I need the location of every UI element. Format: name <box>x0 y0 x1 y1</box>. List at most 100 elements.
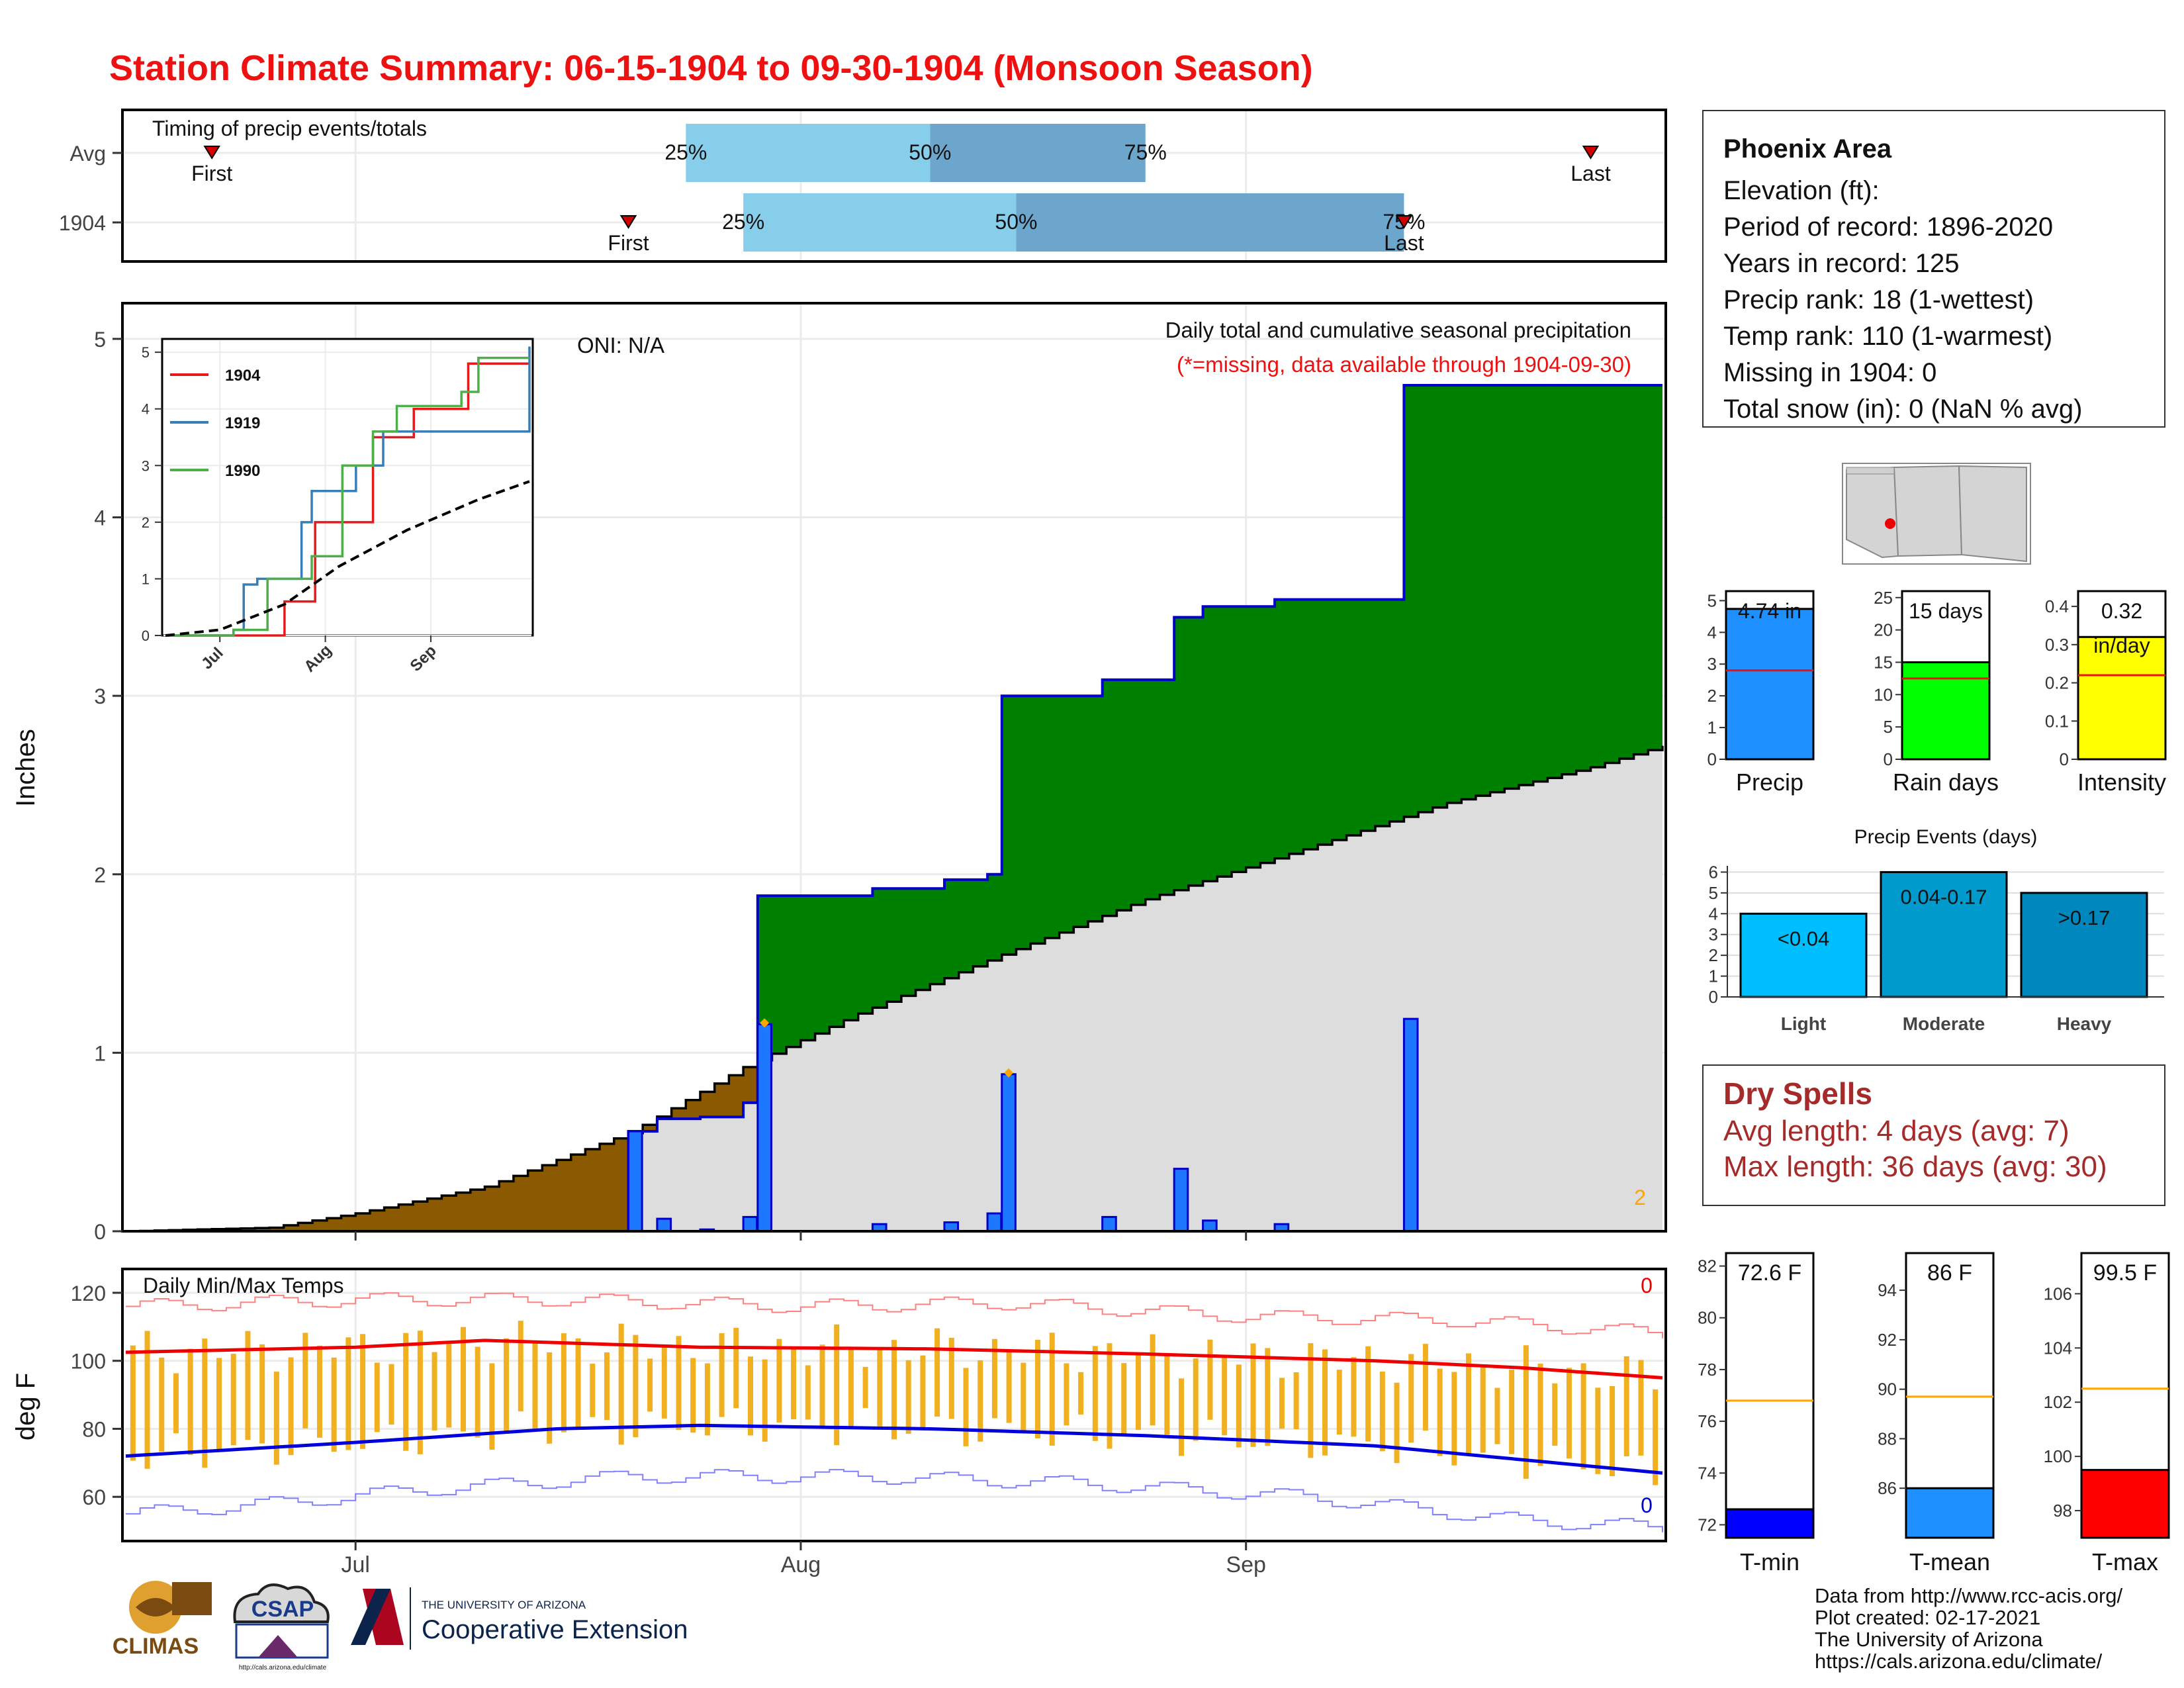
precip-daily-bar-4 <box>756 1023 772 1233</box>
summary-ytick-label-t-min-80: 80 <box>1698 1308 1717 1328</box>
events-ytick-label-3: 3 <box>1709 925 1718 945</box>
summary-ytick-label-t-max-102: 102 <box>2044 1392 2072 1412</box>
inset-line-1990 <box>165 356 529 637</box>
record-max-line <box>126 1292 1663 1338</box>
temp-range-bar-14 <box>331 1357 337 1452</box>
temp-range-bar-52 <box>877 1347 883 1427</box>
precip-ytick-label-1: 1 <box>94 1041 106 1065</box>
precip-above-average-area <box>126 385 1662 1231</box>
summary-t-max: 98 100 102 104 106 99.5 F T-max <box>2044 1252 2170 1575</box>
temp-range-bar-47 <box>805 1365 811 1420</box>
dry-spells-box: Dry Spells Avg length: 4 days (avg: 7) M… <box>1702 1064 2165 1206</box>
summary-category-t-min: T-min <box>1740 1548 1799 1575</box>
temp-range-bar-70 <box>1135 1353 1141 1430</box>
temp-range-bar-93 <box>1466 1353 1472 1456</box>
ua-a-icon-stroke <box>351 1589 390 1645</box>
station-map <box>1842 463 2031 565</box>
temp-range-bar-15 <box>345 1337 351 1450</box>
summary-category-precip: Precip <box>1736 769 1803 796</box>
precip-daily-bar-6 <box>943 1221 960 1233</box>
footer-source: Data from http://www.rcc-acis.org/ <box>1815 1584 2123 1607</box>
temp-range-bar-37 <box>661 1346 667 1419</box>
timing-row-label-avg: Avg <box>69 142 106 165</box>
ua-bottom-text: Cooperative Extension <box>422 1615 688 1644</box>
precip-title: Daily total and cumulative seasonal prec… <box>1165 318 1631 342</box>
temp-range-bar-103 <box>1610 1385 1615 1477</box>
summary-value-t-max: 99.5 F <box>2093 1260 2157 1286</box>
inset-frame <box>161 338 534 637</box>
temp-range-bar-22 <box>446 1343 452 1428</box>
precip-daily-bar-7 <box>986 1212 1003 1233</box>
timing-label-last-avg: Last <box>1570 162 1611 185</box>
temp-range-bar-81 <box>1293 1372 1299 1430</box>
timing-row-label-1904: 1904 <box>59 211 106 235</box>
temp-range-bar-34 <box>618 1323 624 1445</box>
temp-range-bar-8 <box>245 1331 251 1440</box>
precip-daily-bar-8 <box>1001 1073 1017 1233</box>
temp-xtick-label-sep: Sep <box>1226 1552 1266 1577</box>
summary-ytick-label-t-mean-88: 88 <box>1878 1429 1897 1448</box>
events-ytick-label-0: 0 <box>1709 987 1718 1007</box>
temp-x-axis: Jul Aug Sep <box>341 1541 1266 1577</box>
temp-range-bar-4 <box>187 1348 193 1456</box>
temp-range-bar-5 <box>202 1338 208 1468</box>
precip-ylabel: Inches <box>11 729 40 807</box>
summary-ytick-label-t-mean-94: 94 <box>1878 1280 1897 1300</box>
timing-label-p25-1904: 25% <box>722 210 764 234</box>
summary-category-t-max: T-max <box>2092 1548 2158 1575</box>
temp-range-bar-60 <box>991 1338 997 1419</box>
timing-y-axis: Avg 1904 <box>59 142 122 235</box>
timing-label-p25-avg: 25% <box>664 140 707 164</box>
map-state-north <box>1846 467 1895 475</box>
temp-ytick-label-80: 80 <box>82 1417 106 1441</box>
station-location-dot <box>1885 518 1895 529</box>
temp-range-bar-45 <box>776 1338 782 1423</box>
summary-category-t-mean: T-mean <box>1909 1548 1990 1575</box>
events-bin-label-moderate: 0.04-0.17 <box>1901 885 1987 908</box>
temp-range-bar-67 <box>1092 1346 1098 1441</box>
summary-ytick-label-t-max-106: 106 <box>2044 1284 2072 1303</box>
summary-value-t-min: 72.6 F <box>1738 1260 1801 1286</box>
temp-range-bar-94 <box>1480 1365 1486 1453</box>
temp-corner-top: 0 <box>1641 1274 1653 1297</box>
timing-label-p50-1904: 50% <box>995 210 1037 234</box>
temp-range-bar-41 <box>719 1333 725 1417</box>
station-precip-rank: Precip rank: 18 (1-wettest) <box>1723 285 2034 314</box>
temp-range-bar-33 <box>604 1352 610 1421</box>
temp-ylabel: deg F <box>11 1373 40 1440</box>
temp-range-bar-89 <box>1408 1354 1414 1443</box>
temp-range-bar-28 <box>532 1342 538 1431</box>
summary-value-rain-days: 15 days <box>1909 599 1983 623</box>
temp-range-bar-74 <box>1193 1358 1199 1441</box>
summary-ytick-label-precip-3: 3 <box>1707 654 1717 674</box>
temp-panel: 60 80 100 120 deg F Daily Min/Max Temps 0 0… <box>11 1268 1667 1577</box>
footer-credit: Data from http://www.rcc-acis.org/ Plot … <box>1815 1585 2122 1672</box>
events-bin-label-light: <0.04 <box>1778 927 1829 950</box>
temp-range-bar-88 <box>1394 1382 1400 1464</box>
temp-range-bar-61 <box>1006 1351 1012 1423</box>
summary-ytick-label-intensity-0.1: 0.1 <box>2045 711 2069 731</box>
inset-ytick-label-5: 5 <box>142 344 150 361</box>
temp-range-bar-65 <box>1064 1363 1069 1426</box>
summary-ytick-label-rain-days-25: 25 <box>1874 588 1893 608</box>
precip-daily-bar-13 <box>1402 1017 1419 1233</box>
temp-range-bar-16 <box>360 1334 366 1449</box>
climas-logo-text: CLIMAS <box>113 1634 199 1659</box>
temp-range-bar-95 <box>1494 1387 1500 1444</box>
record-min-line <box>126 1469 1663 1532</box>
precip-flag-marker-4 <box>760 1018 770 1028</box>
precip-daily-bar-1 <box>656 1217 672 1233</box>
temp-xtick-label-aug: Aug <box>781 1552 821 1577</box>
temp-range-bar-39 <box>690 1358 696 1433</box>
temp-range-bar-7 <box>230 1354 236 1446</box>
precip-ytick-label-4: 4 <box>94 506 106 530</box>
precip-frame <box>121 302 1667 1233</box>
summary-rain-days: 0 5 10 15 20 25 15 days Rain days <box>1874 588 1999 796</box>
temp-frame <box>121 1268 1667 1542</box>
temp-range-bar-77 <box>1236 1364 1242 1448</box>
temp-range-bar-38 <box>676 1336 682 1430</box>
temp-range-bar-46 <box>791 1348 797 1420</box>
temp-range-bar-72 <box>1164 1354 1170 1435</box>
temp-range-bar-36 <box>647 1358 653 1412</box>
